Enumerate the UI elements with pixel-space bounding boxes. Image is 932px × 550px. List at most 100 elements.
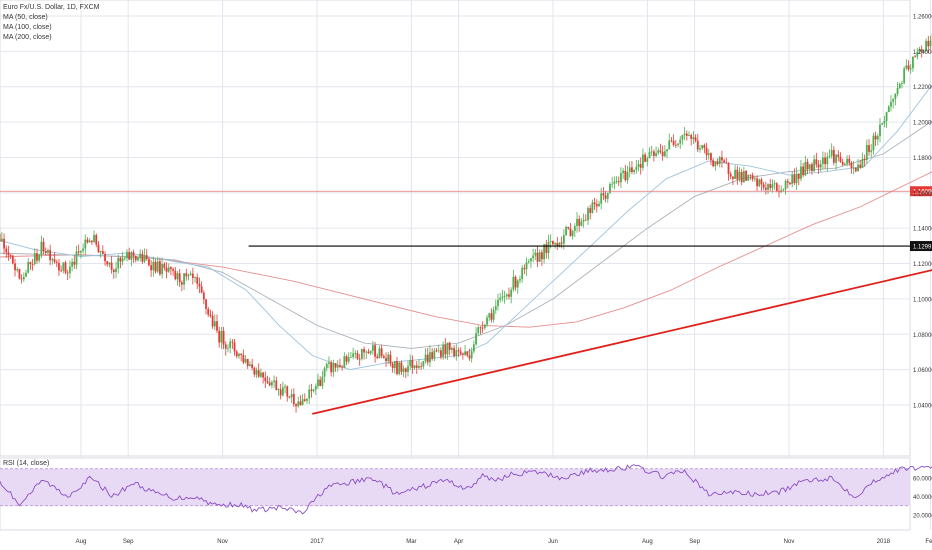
rising-trendline [312, 269, 932, 415]
candle-body [905, 65, 908, 69]
candle-body [898, 83, 901, 89]
candle-body [126, 252, 128, 258]
symbol-title[interactable]: Euro Fx/U.S. Dollar, 1D, FXCM [3, 4, 100, 11]
candle-body [40, 241, 43, 255]
candle-body [411, 359, 414, 368]
candle-body [742, 171, 745, 183]
candle-body [413, 365, 416, 368]
y-tick-label: 1.14000 [913, 227, 932, 233]
candle-body [367, 351, 370, 354]
candle-body [828, 155, 831, 157]
candle-body [176, 273, 179, 280]
candle-body [685, 133, 688, 136]
candle-body [187, 275, 190, 277]
candle-body [25, 272, 27, 277]
candle-body [433, 350, 436, 359]
candle-body [86, 239, 89, 243]
candle-body [251, 364, 254, 368]
candle-body [29, 262, 32, 265]
candle-body [519, 279, 521, 281]
candle-body [846, 158, 848, 164]
candle-body [442, 344, 445, 357]
candle-body [468, 355, 471, 359]
candle-body [279, 389, 282, 396]
candle-body [832, 149, 835, 163]
candle-body [345, 356, 348, 362]
candle-body [420, 366, 423, 367]
candle-body [319, 379, 322, 386]
rsi-label[interactable]: RSI (14, close) [3, 460, 50, 467]
candle-body [510, 289, 513, 297]
candle-body [650, 151, 653, 153]
candle-body [363, 349, 365, 353]
candle-body [323, 368, 326, 377]
candle-body [396, 361, 398, 374]
candle-body [648, 151, 651, 159]
candle-body [398, 362, 401, 374]
candle-body [216, 321, 218, 331]
candle-body [551, 240, 554, 245]
candle-body [778, 191, 780, 193]
candle-body [356, 353, 359, 359]
ma100-label[interactable]: MA (100, close) [3, 24, 52, 31]
candle-body [516, 280, 519, 288]
candle-body [277, 389, 280, 391]
candle-body [360, 349, 363, 359]
candle-body [222, 331, 225, 345]
candle-body [811, 164, 813, 171]
candle-body [609, 183, 611, 193]
candle-body [762, 184, 765, 188]
candle-body [578, 218, 581, 226]
candle-body [31, 264, 34, 265]
candle-body [207, 308, 210, 315]
ma200-label[interactable]: MA (200, close) [3, 34, 52, 41]
candle-body [350, 356, 352, 358]
candle-body [194, 277, 196, 278]
candle-body [876, 136, 879, 140]
price-grid [0, 0, 932, 530]
candle-body [3, 238, 5, 249]
candle-body [494, 306, 497, 310]
last-price-label: 1.16090 [913, 190, 932, 196]
candle-body [769, 184, 772, 188]
candle-body [328, 362, 330, 364]
candle-body [224, 344, 227, 349]
candle-body [73, 261, 76, 265]
candle-body [808, 164, 811, 170]
ma50-label[interactable]: MA (50, close) [3, 14, 48, 21]
candle-body [679, 139, 682, 144]
candle-body [459, 351, 462, 354]
candle-body [119, 257, 122, 262]
candle-body [306, 398, 308, 401]
candle-body [536, 252, 539, 262]
candle-body [244, 358, 247, 363]
candle-body [167, 267, 170, 272]
candle-body [455, 350, 458, 357]
candle-body [916, 51, 919, 57]
candle-body [332, 363, 335, 373]
candle-body [437, 350, 440, 352]
candle-body [165, 267, 168, 272]
candle-body [183, 273, 185, 285]
candle-body [180, 282, 183, 285]
candle-body [461, 353, 464, 355]
candle-body [314, 386, 317, 390]
candle-body [767, 184, 769, 190]
candle-body [894, 93, 897, 100]
candle-body [299, 401, 302, 406]
candle-body [826, 156, 829, 165]
candle-body [185, 273, 188, 277]
candle-body [589, 208, 592, 213]
candle-body [696, 140, 699, 150]
candle-body [22, 276, 25, 280]
candle-body [925, 40, 927, 52]
y-tick-label: 1.12000 [913, 262, 932, 268]
candle-body [633, 169, 636, 173]
candle-body [205, 299, 207, 309]
candle-body [233, 342, 236, 352]
candle-body [598, 203, 600, 207]
candle-body [699, 148, 701, 150]
candle-body [5, 248, 8, 253]
candle-body [850, 162, 853, 169]
